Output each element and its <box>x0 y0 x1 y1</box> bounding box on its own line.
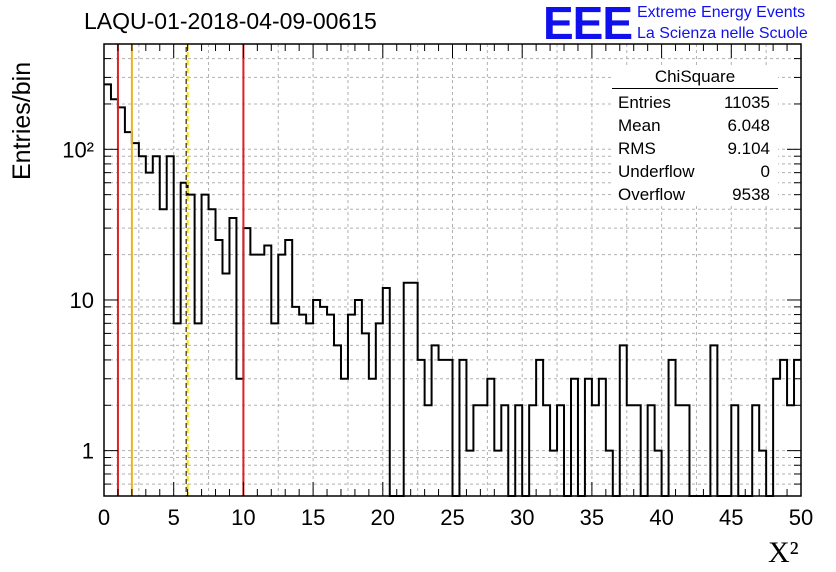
eee-logo: EEE <box>543 0 633 49</box>
x-tick-label: 0 <box>98 505 110 530</box>
stats-label: RMS <box>618 139 656 158</box>
x-axis-label: X² <box>768 536 799 569</box>
y-tick-label: 1 <box>82 439 94 464</box>
x-tick-label: 45 <box>719 505 743 530</box>
x-tick-label: 35 <box>580 505 604 530</box>
axis-layer: 0 5 10 15 20 25 30 35 40 45 50 1 10 10² <box>62 43 813 530</box>
stats-value: 0 <box>760 162 770 181</box>
y-axis-label: Entries/bin <box>8 61 36 180</box>
logo-text-line1: Extreme Energy Events <box>637 4 806 21</box>
y-tick-label: 10² <box>62 137 94 162</box>
histogram-layer <box>104 83 801 497</box>
stats-name: ChiSquare <box>612 67 778 89</box>
stats-value: 6.048 <box>727 116 770 135</box>
stats-row-underflow: Underflow 0 <box>612 160 778 183</box>
threshold-lines-layer <box>116 44 245 496</box>
y-tick-label: 10 <box>70 288 94 313</box>
stats-row-mean: Mean 6.048 <box>612 114 778 137</box>
plot-title: LAQU-01-2018-04-09-00615 <box>84 8 377 34</box>
x-tick-label: 50 <box>789 505 813 530</box>
stats-value: 9.104 <box>727 139 770 158</box>
stats-label: Mean <box>618 116 661 135</box>
stats-value: 11035 <box>723 93 770 112</box>
x-tick-label: 5 <box>168 505 180 530</box>
x-tick-label: 40 <box>649 505 673 530</box>
x-tick-label: 15 <box>301 505 325 530</box>
x-tick-label: 20 <box>371 505 395 530</box>
stats-value: 9538 <box>732 185 770 204</box>
histogram-outline <box>104 83 801 497</box>
stats-row-overflow: Overflow 9538 <box>612 183 778 206</box>
stats-box: ChiSquare Entries 11035 Mean 6.048 RMS 9.10… <box>612 67 778 206</box>
stats-row-entries: Entries 11035 <box>612 91 778 114</box>
x-tick-label: 30 <box>510 505 534 530</box>
stats-label: Underflow <box>618 162 695 181</box>
stats-label: Entries <box>618 93 671 112</box>
x-tick-label: 10 <box>231 505 255 530</box>
logo-text-line2: La Scienza nelle Scuole <box>637 25 808 42</box>
x-tick-label: 25 <box>440 505 464 530</box>
stats-row-rms: RMS 9.104 <box>612 137 778 160</box>
stats-label: Overflow <box>618 185 686 204</box>
